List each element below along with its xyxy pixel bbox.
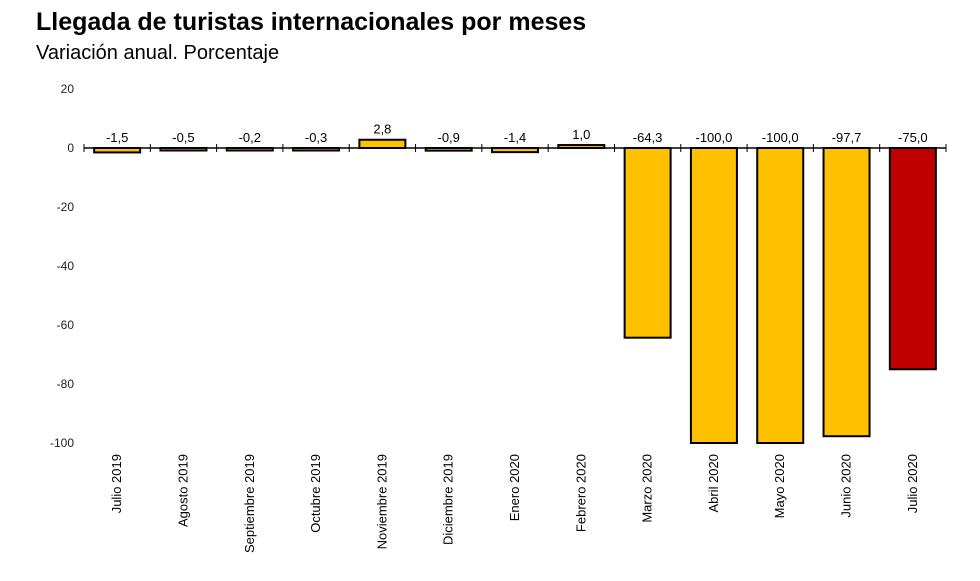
category-label: Julio 2019 — [109, 454, 124, 513]
bar — [358, 138, 407, 150]
y-tick-label: -40 — [57, 259, 75, 273]
category-label: Junio 2020 — [839, 454, 854, 518]
category-label: Enero 2020 — [507, 454, 522, 521]
category-label: Julio 2020 — [905, 454, 920, 513]
data-label: -64,3 — [633, 130, 663, 145]
y-tick-label: 0 — [67, 141, 74, 155]
data-label: -75,0 — [898, 130, 928, 145]
bar — [822, 147, 871, 438]
zero-baseline — [83, 144, 947, 152]
data-label: -1,4 — [504, 130, 526, 145]
data-label: 1,0 — [572, 127, 590, 142]
data-label: -100,0 — [695, 130, 732, 145]
data-label: -100,0 — [762, 130, 799, 145]
data-label: -1,5 — [106, 130, 128, 145]
category-label: Mayo 2020 — [772, 454, 787, 518]
chart-subtitle: Variación anual. Porcentaje — [36, 42, 280, 64]
category-label: Agosto 2019 — [175, 454, 190, 527]
data-label: -0,9 — [437, 130, 459, 145]
category-labels: Julio 2019 Agosto 2019 Septiembre 2019 Octu… — [109, 454, 920, 553]
category-label: Diciembre 2019 — [441, 454, 456, 545]
category-label: Abril 2020 — [706, 454, 721, 513]
y-axis: 20 0 -20 -40 -60 -80 -100 — [50, 82, 74, 450]
data-label: -0,2 — [239, 130, 261, 145]
category-label: Septiembre 2019 — [242, 454, 257, 553]
data-label: 2,8 — [373, 122, 391, 137]
data-labels: -1,5 -0,5 -0,2 -0,3 2,8 -0,9 -1,4 1,0 -64,3 -100,… — [106, 122, 928, 145]
bar — [689, 147, 738, 444]
y-tick-label: -80 — [57, 377, 75, 391]
category-label: Febrero 2020 — [573, 454, 588, 532]
bar — [888, 147, 937, 371]
bar — [756, 147, 805, 444]
category-label: Octubre 2019 — [308, 454, 323, 533]
bars — [93, 138, 937, 444]
bar — [623, 147, 672, 339]
data-label: -97,7 — [832, 130, 862, 145]
chart-title: Llegada de turistas internacionales por … — [36, 8, 587, 36]
y-tick-label: -20 — [57, 200, 75, 214]
category-label: Noviembre 2019 — [374, 454, 389, 549]
y-tick-label: -60 — [57, 318, 75, 332]
category-label: Marzo 2020 — [640, 454, 655, 523]
y-tick-label: 20 — [61, 82, 75, 96]
data-label: -0,5 — [172, 130, 194, 145]
y-tick-label: -100 — [50, 436, 74, 450]
data-label: -0,3 — [305, 130, 327, 145]
